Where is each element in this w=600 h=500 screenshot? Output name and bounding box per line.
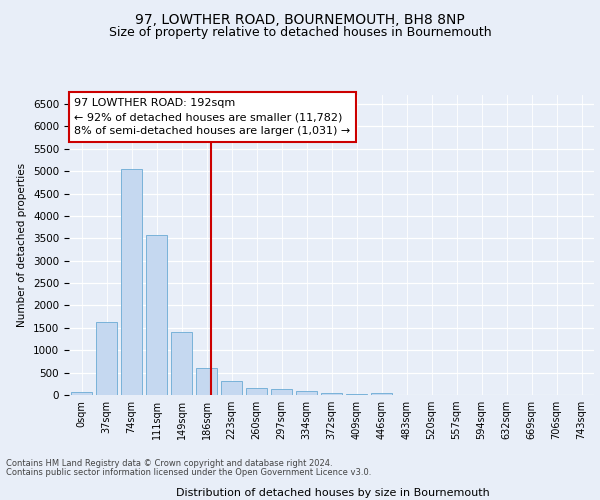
Y-axis label: Number of detached properties: Number of detached properties xyxy=(17,163,28,327)
Text: Contains public sector information licensed under the Open Government Licence v3: Contains public sector information licen… xyxy=(6,468,371,477)
Text: Contains HM Land Registry data © Crown copyright and database right 2024.: Contains HM Land Registry data © Crown c… xyxy=(6,459,332,468)
Bar xyxy=(71,392,92,395)
Bar xyxy=(121,169,142,395)
Bar xyxy=(321,392,342,395)
Text: 97, LOWTHER ROAD, BOURNEMOUTH, BH8 8NP: 97, LOWTHER ROAD, BOURNEMOUTH, BH8 8NP xyxy=(135,12,465,26)
Bar xyxy=(246,388,267,395)
Bar xyxy=(221,381,242,395)
Bar xyxy=(296,391,317,395)
Bar xyxy=(196,368,217,395)
Text: Distribution of detached houses by size in Bournemouth: Distribution of detached houses by size … xyxy=(176,488,490,498)
Bar xyxy=(96,322,117,395)
Bar xyxy=(146,235,167,395)
Text: 97 LOWTHER ROAD: 192sqm
← 92% of detached houses are smaller (11,782)
8% of semi: 97 LOWTHER ROAD: 192sqm ← 92% of detache… xyxy=(74,98,350,136)
Bar xyxy=(371,392,392,395)
Bar xyxy=(346,394,367,395)
Bar xyxy=(271,389,292,395)
Bar xyxy=(171,332,192,395)
Text: Size of property relative to detached houses in Bournemouth: Size of property relative to detached ho… xyxy=(109,26,491,39)
